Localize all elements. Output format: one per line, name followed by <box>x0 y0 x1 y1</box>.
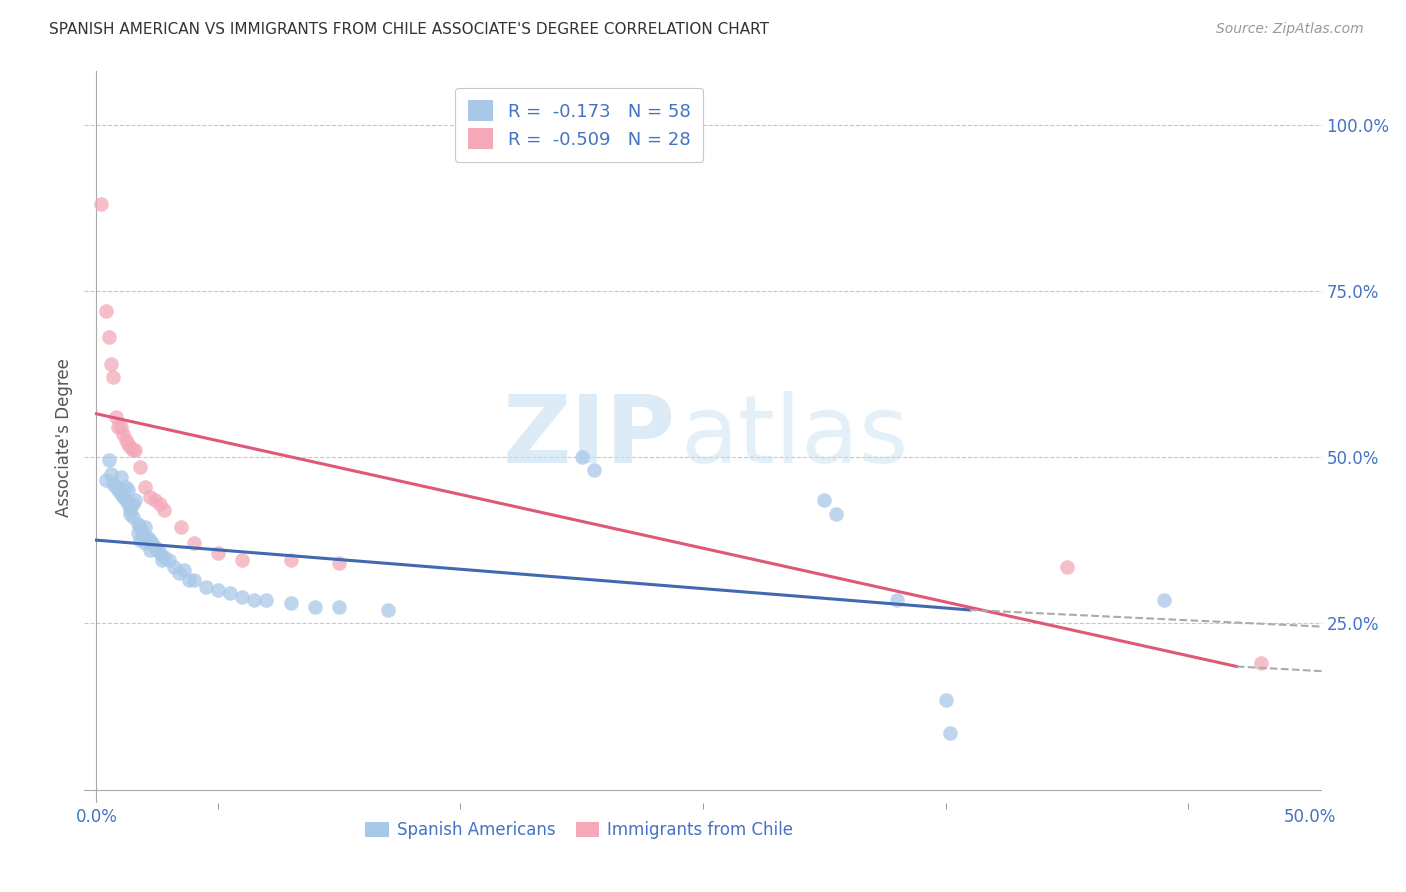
Point <box>148 546 170 560</box>
Point <box>939 726 962 740</box>
Point <box>141 536 163 550</box>
Point <box>97 453 120 467</box>
Text: Source: ZipAtlas.com: Source: ZipAtlas.com <box>1216 22 1364 37</box>
Legend: Spanish Americans, Immigrants from Chile: Spanish Americans, Immigrants from Chile <box>359 814 800 846</box>
Point <box>129 520 152 534</box>
Y-axis label: Associate's Degree: Associate's Degree <box>55 358 73 516</box>
Point <box>136 530 159 544</box>
Point <box>104 480 127 494</box>
Point <box>139 533 162 548</box>
Point <box>886 593 908 607</box>
Point <box>243 593 266 607</box>
Point <box>129 460 152 475</box>
Point <box>167 566 190 581</box>
Point <box>143 493 166 508</box>
Point <box>120 503 142 517</box>
Point <box>110 486 132 500</box>
Point <box>100 467 122 481</box>
Point <box>157 553 180 567</box>
Point <box>328 557 350 571</box>
Point <box>170 520 193 534</box>
Point <box>813 493 835 508</box>
Point <box>1153 593 1175 607</box>
Point <box>183 536 205 550</box>
Point <box>134 520 156 534</box>
Point <box>134 480 156 494</box>
Point <box>153 503 176 517</box>
Point <box>143 540 166 554</box>
Point <box>100 357 122 371</box>
Point <box>280 553 302 567</box>
Point <box>114 480 136 494</box>
Point <box>150 553 173 567</box>
Point <box>90 197 112 211</box>
Point <box>207 582 229 597</box>
Point <box>153 549 176 564</box>
Point <box>110 470 132 484</box>
Point <box>825 507 848 521</box>
Point <box>122 497 145 511</box>
Point <box>1056 559 1078 574</box>
Point <box>139 543 162 558</box>
Point <box>103 476 125 491</box>
Point <box>120 440 142 454</box>
Point <box>139 490 162 504</box>
Point <box>107 483 129 498</box>
Point <box>122 509 145 524</box>
Point <box>173 563 195 577</box>
Point <box>219 586 242 600</box>
Point <box>280 596 302 610</box>
Point <box>146 543 169 558</box>
Point <box>328 599 350 614</box>
Text: atlas: atlas <box>681 391 908 483</box>
Point <box>582 463 605 477</box>
Point <box>254 593 277 607</box>
Point <box>117 497 139 511</box>
Point <box>122 443 145 458</box>
Point <box>131 526 153 541</box>
Point <box>148 497 170 511</box>
Point <box>114 493 136 508</box>
Point <box>183 573 205 587</box>
Point <box>117 436 139 450</box>
Point <box>96 303 118 318</box>
Point <box>194 580 217 594</box>
Point <box>127 516 149 531</box>
Point <box>163 559 186 574</box>
Point <box>134 536 156 550</box>
Point <box>120 507 142 521</box>
Point <box>97 330 120 344</box>
Point <box>114 434 136 448</box>
Text: ZIP: ZIP <box>503 391 676 483</box>
Point <box>112 426 135 441</box>
Point <box>571 450 593 464</box>
Point <box>96 473 118 487</box>
Point <box>103 370 125 384</box>
Point <box>117 483 139 498</box>
Point <box>124 493 146 508</box>
Point <box>129 533 152 548</box>
Point <box>177 573 200 587</box>
Point <box>107 420 129 434</box>
Point <box>1250 656 1272 670</box>
Point <box>112 490 135 504</box>
Point <box>935 692 957 706</box>
Point <box>207 546 229 560</box>
Point <box>124 443 146 458</box>
Point <box>304 599 326 614</box>
Point <box>104 410 127 425</box>
Point <box>127 526 149 541</box>
Point <box>377 603 399 617</box>
Text: SPANISH AMERICAN VS IMMIGRANTS FROM CHILE ASSOCIATE'S DEGREE CORRELATION CHART: SPANISH AMERICAN VS IMMIGRANTS FROM CHIL… <box>49 22 769 37</box>
Point <box>231 590 253 604</box>
Point <box>110 420 132 434</box>
Point <box>231 553 253 567</box>
